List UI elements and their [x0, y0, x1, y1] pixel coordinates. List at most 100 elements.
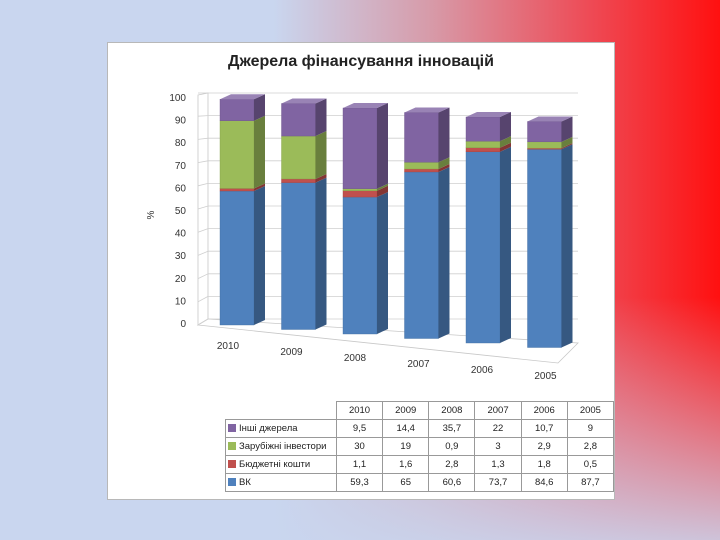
- data-table-value: 3: [474, 437, 522, 456]
- gridline-side: [197, 318, 209, 326]
- data-table-row: Бюджетні кошти 1,1 1,6 2,8 1,3 1,8 0,5: [225, 455, 615, 474]
- chart-title: Джерела фінансування інновацій: [228, 53, 494, 70]
- data-table-value: 1,8: [520, 455, 568, 474]
- data-table-value: 35,7: [428, 419, 476, 438]
- bar-segment-side: [500, 142, 511, 152]
- data-table-row: Інші джерела 9,5 14,4 35,7 22 10,7 9: [225, 419, 615, 438]
- series-legend-label: Бюджетні кошти: [225, 455, 337, 474]
- y-tick-label: 0: [180, 319, 186, 330]
- data-table-value: 22: [474, 419, 522, 438]
- bar-segment-side: [438, 166, 450, 339]
- bar-segment-side: [500, 146, 511, 343]
- bar-segment: [219, 188, 255, 192]
- bar-segment: [342, 190, 378, 198]
- gridline-side: [197, 183, 209, 187]
- bar-segment: [404, 171, 439, 339]
- x-tick-label: 2008: [344, 353, 367, 364]
- data-table-value: 2,8: [566, 437, 615, 456]
- y-tick-label: 90: [175, 116, 187, 127]
- bar-segment-side: [561, 136, 573, 149]
- bar-segment: [342, 107, 378, 189]
- bar-segment: [281, 182, 316, 330]
- bar-segment-side: [438, 157, 450, 169]
- legend-text: Зарубіжні інвестори: [239, 441, 327, 452]
- bar-segment: [219, 190, 255, 326]
- bar-segment: [342, 188, 378, 191]
- chart-side-wall: [197, 92, 209, 326]
- data-table-value: 9: [566, 419, 615, 438]
- legend-text: Бюджетні кошти: [239, 459, 311, 470]
- bar-segment-side: [254, 94, 265, 121]
- bar-segment-side: [315, 173, 327, 183]
- table-header-year: 2010: [335, 401, 384, 420]
- data-table-value: 30: [335, 437, 384, 456]
- data-table-value: 10,7: [520, 419, 568, 438]
- data-table-value: 2,8: [428, 455, 476, 474]
- bar-segment-top: [220, 94, 265, 100]
- data-table-header-row: 2010 2009 2008 2007 2006 2005: [225, 401, 615, 420]
- gridline-side: [197, 205, 209, 210]
- table-header-year: 2008: [428, 401, 476, 420]
- bar-segment-top: [466, 112, 511, 117]
- data-table-value: 1,6: [382, 455, 430, 474]
- y-tick-label: 60: [175, 183, 187, 194]
- bar-segment-side: [254, 115, 265, 189]
- y-tick-label: 100: [169, 93, 186, 104]
- data-table: 2010 2009 2008 2007 2006 2005 Інші джере…: [225, 401, 615, 492]
- bar-segment: [527, 149, 562, 348]
- data-table-corner: [225, 401, 337, 420]
- data-table-value: 60,6: [428, 473, 476, 492]
- bar-segment-side: [315, 177, 327, 330]
- x-tick-label: 2007: [407, 359, 430, 370]
- bar-segment: [527, 121, 562, 143]
- y-tick-label: 10: [175, 296, 187, 307]
- series-legend-label: Зарубіжні інвестори: [225, 437, 337, 456]
- bar-segment-top: [343, 103, 388, 108]
- x-tick-label: 2005: [534, 371, 557, 382]
- data-table-value: 0,5: [566, 455, 615, 474]
- gridline-side: [197, 137, 209, 140]
- table-header-year: 2007: [474, 401, 522, 420]
- bar-segment-side: [315, 131, 327, 179]
- x-tick-label: 2006: [471, 365, 494, 376]
- bar-segment-side: [377, 192, 388, 334]
- table-header-year: 2006: [520, 401, 568, 420]
- bar-segment: [404, 168, 439, 173]
- x-tick-label: 2010: [217, 341, 240, 352]
- legend-swatch: [228, 460, 236, 469]
- bar-segment: [465, 147, 501, 153]
- bar-segment-side: [561, 143, 573, 150]
- y-tick-label: 20: [175, 274, 187, 285]
- chart-card: Джерела фінансування інновацій 0 10 20 30 40…: [107, 42, 615, 500]
- data-table-value: 19: [382, 437, 430, 456]
- bar-segment-side: [254, 185, 265, 325]
- gridline-side: [197, 296, 209, 303]
- stacked-bar-chart: 0 10 20 30 40 50 60 70 80 90 100% 2010 2009 2008 2007 2…: [146, 92, 579, 382]
- x-tick-label: 2009: [280, 347, 303, 358]
- series-legend-label: Інші джерела: [225, 419, 337, 438]
- bar-segment: [219, 120, 255, 189]
- data-table-value: 1,1: [335, 455, 384, 474]
- bar-segment-side: [377, 185, 388, 198]
- gridline-side: [197, 228, 209, 233]
- data-table-row: ВК 59,3 65 60,6 73,7 84,6 87,7: [225, 473, 615, 492]
- bar-segment-top: [281, 98, 327, 104]
- gridline-side: [197, 160, 209, 163]
- bar-segment-side: [500, 136, 511, 148]
- bar-segment: [281, 178, 316, 183]
- y-tick-label: 70: [175, 161, 187, 172]
- legend-swatch: [228, 424, 236, 433]
- bar-segment-top: [404, 107, 450, 113]
- table-header-year: 2005: [566, 401, 615, 420]
- gridline-side: [197, 250, 209, 256]
- data-table-value: 59,3: [335, 473, 384, 492]
- data-table-value: 9,5: [335, 419, 384, 438]
- data-table-value: 1,3: [474, 455, 522, 474]
- bar-segment: [281, 135, 316, 180]
- bar-segment-side: [377, 103, 388, 189]
- bar-segment-side: [438, 107, 450, 163]
- legend-text: ВК: [239, 477, 251, 488]
- y-tick-label: 50: [175, 206, 187, 217]
- table-header-year: 2009: [382, 401, 430, 420]
- gridline-side: [197, 273, 209, 279]
